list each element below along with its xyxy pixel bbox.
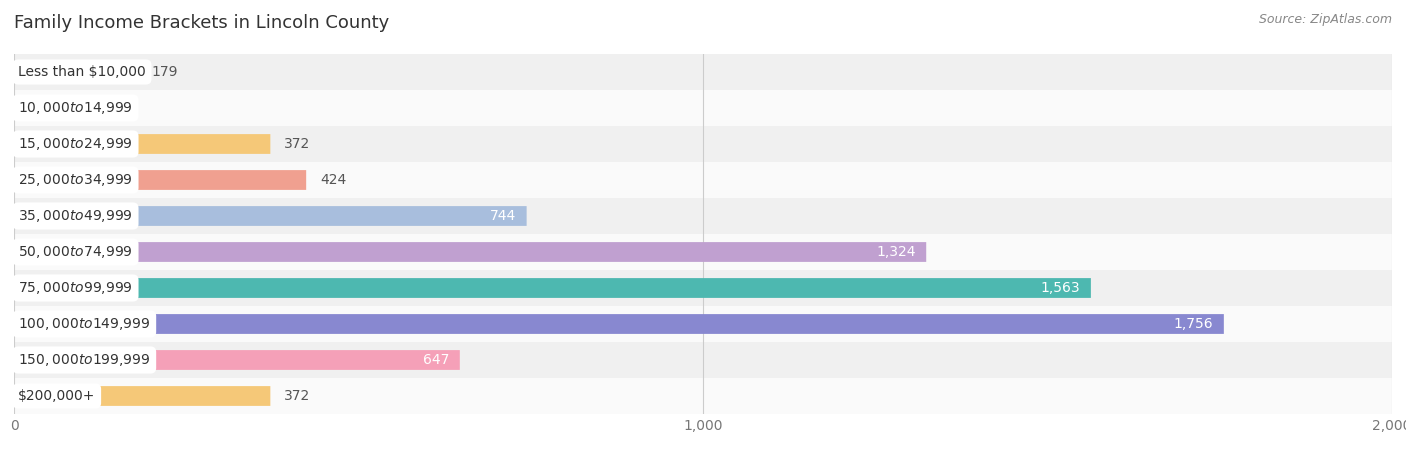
Bar	[14, 342, 1392, 378]
Bar	[14, 54, 1392, 90]
Text: $200,000+: $200,000+	[18, 389, 96, 403]
Bar	[14, 378, 1392, 414]
Text: 647: 647	[423, 353, 450, 367]
FancyBboxPatch shape	[14, 278, 1091, 298]
Text: Family Income Brackets in Lincoln County: Family Income Brackets in Lincoln County	[14, 14, 389, 32]
Bar	[14, 234, 1392, 270]
Text: $15,000 to $24,999: $15,000 to $24,999	[18, 136, 134, 152]
FancyBboxPatch shape	[14, 62, 138, 82]
Text: Less than $10,000: Less than $10,000	[18, 65, 146, 79]
Bar	[14, 306, 1392, 342]
Text: $150,000 to $199,999: $150,000 to $199,999	[18, 352, 150, 368]
FancyBboxPatch shape	[14, 98, 49, 118]
Text: 372: 372	[284, 137, 311, 151]
Text: $10,000 to $14,999: $10,000 to $14,999	[18, 100, 134, 116]
Text: 424: 424	[321, 173, 346, 187]
Text: 52: 52	[63, 101, 82, 115]
FancyBboxPatch shape	[14, 386, 270, 406]
Text: $25,000 to $34,999: $25,000 to $34,999	[18, 172, 134, 188]
Bar	[14, 90, 1392, 126]
Text: $50,000 to $74,999: $50,000 to $74,999	[18, 244, 134, 260]
Bar	[14, 198, 1392, 234]
FancyBboxPatch shape	[14, 350, 460, 370]
Bar	[14, 126, 1392, 162]
Text: 179: 179	[152, 65, 177, 79]
FancyBboxPatch shape	[14, 242, 927, 262]
Text: $100,000 to $149,999: $100,000 to $149,999	[18, 316, 150, 332]
Text: 1,324: 1,324	[876, 245, 915, 259]
FancyBboxPatch shape	[14, 314, 1223, 334]
Text: 744: 744	[491, 209, 516, 223]
Text: $75,000 to $99,999: $75,000 to $99,999	[18, 280, 134, 296]
FancyBboxPatch shape	[14, 134, 270, 154]
Text: 372: 372	[284, 389, 311, 403]
Bar	[14, 270, 1392, 306]
Text: $35,000 to $49,999: $35,000 to $49,999	[18, 208, 134, 224]
FancyBboxPatch shape	[14, 170, 307, 190]
Text: 1,756: 1,756	[1174, 317, 1213, 331]
Text: Source: ZipAtlas.com: Source: ZipAtlas.com	[1258, 14, 1392, 27]
FancyBboxPatch shape	[14, 206, 527, 226]
Bar	[14, 162, 1392, 198]
Text: 1,563: 1,563	[1040, 281, 1081, 295]
